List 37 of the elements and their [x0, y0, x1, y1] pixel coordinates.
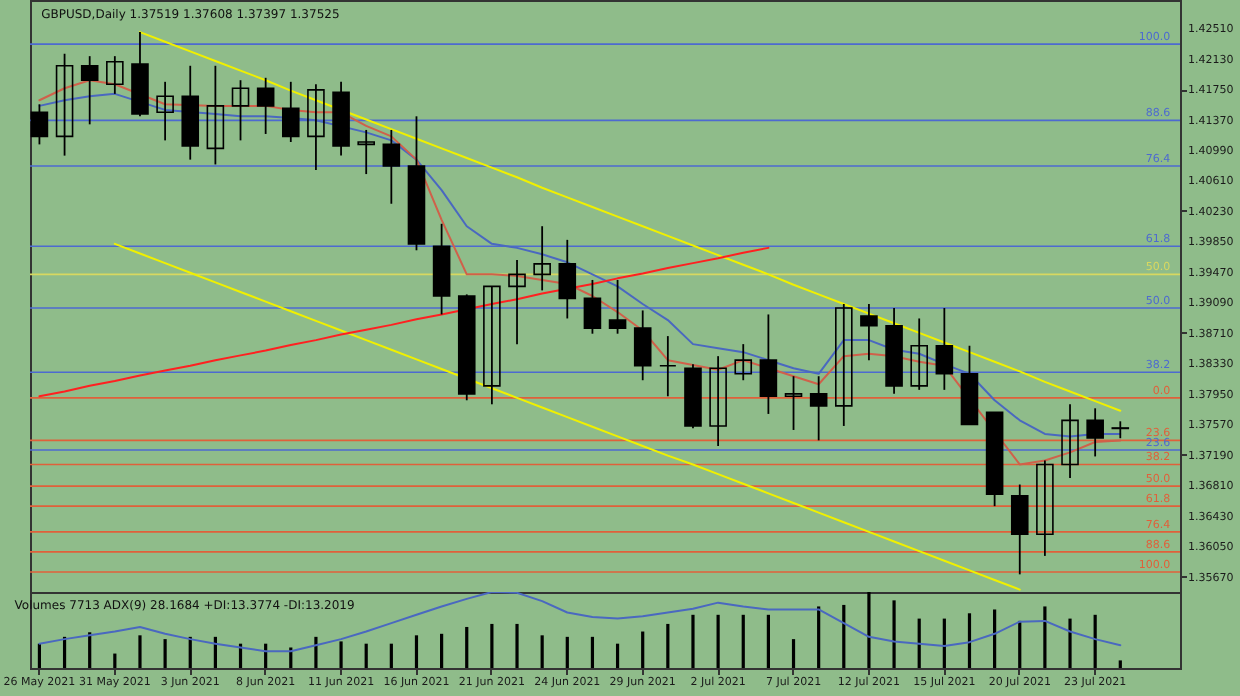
candlestick: [910, 317, 929, 391]
candlestick: [709, 355, 727, 447]
candlestick: [382, 129, 401, 205]
candlestick: [784, 375, 803, 431]
line-series: [138, 31, 1122, 412]
candlestick: [508, 259, 526, 346]
candlestick: [55, 52, 74, 157]
line-series: [113, 242, 1021, 591]
candlestick: [558, 238, 577, 320]
candlestick: [759, 313, 778, 415]
candlestick: [633, 309, 652, 382]
candlestick: [307, 83, 325, 171]
candlestick: [281, 80, 300, 143]
candlestick: [156, 80, 174, 142]
candlestick: [835, 303, 853, 427]
candlestick: [860, 303, 878, 362]
candlestick: [80, 55, 99, 126]
candlestick: [533, 225, 551, 292]
candlestick: [935, 307, 954, 391]
candlestick: [659, 335, 677, 398]
candlestick: [106, 55, 124, 95]
candlestick: [483, 285, 501, 406]
candlestick: [1010, 483, 1029, 576]
candlestick: [1086, 407, 1104, 458]
candlestick: [30, 103, 49, 146]
candlestick: [809, 375, 828, 442]
candlestick: [1061, 403, 1079, 479]
candlestick: [256, 76, 275, 135]
candlestick: [357, 129, 375, 175]
candlestick: [1036, 459, 1054, 557]
candlestick: [583, 279, 602, 335]
candlestick: [231, 79, 250, 142]
candlestick: [206, 64, 225, 166]
candlestick: [608, 279, 627, 335]
candlestick: [1111, 420, 1130, 440]
line-series: [38, 246, 770, 398]
candlestick: [734, 343, 753, 382]
